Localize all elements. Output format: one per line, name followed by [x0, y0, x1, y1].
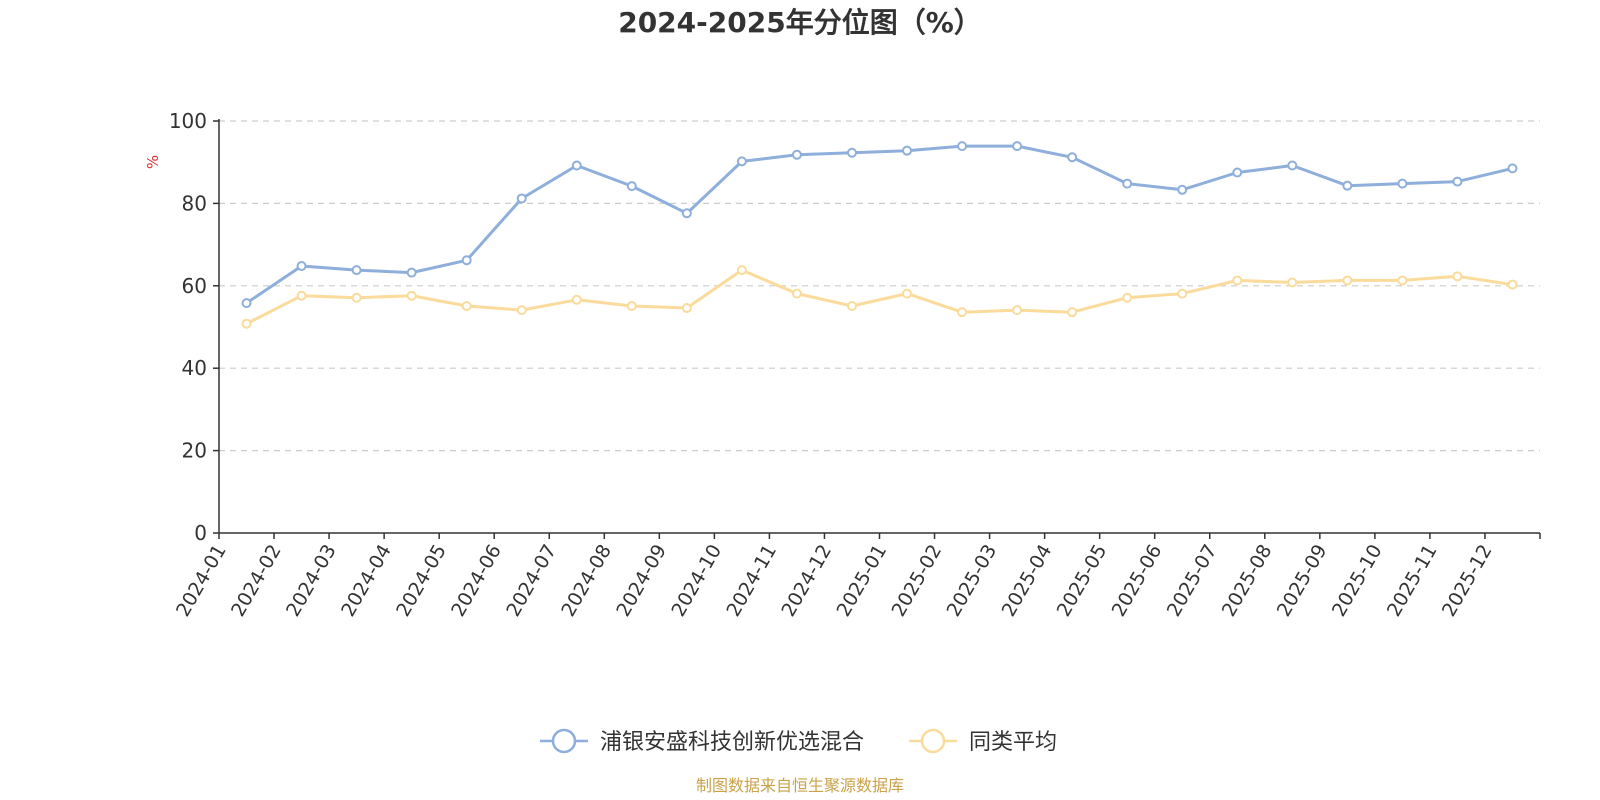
y-tick-label-0: 0: [194, 521, 207, 545]
data-point: [957, 307, 968, 318]
data-point: [1507, 163, 1518, 174]
legend: 浦银安盛科技创新优选混合 同类平均: [540, 728, 1057, 755]
x-tick-label: 2024-12: [777, 541, 836, 621]
data-point: [1287, 277, 1298, 288]
x-tick-label: 2025-10: [1328, 541, 1387, 621]
x-tick-label: 2024-02: [227, 541, 286, 621]
data-point: [296, 261, 307, 272]
legend-label: 浦银安盛科技创新优选混合: [600, 730, 864, 755]
data-point: [351, 292, 362, 303]
data-point: [1122, 292, 1133, 303]
x-tick-label: 2024-10: [667, 541, 726, 621]
series-line-2: [245, 268, 1513, 326]
data-point: [516, 193, 527, 204]
x-tick-label: 2024-06: [447, 541, 506, 621]
x-tick-label: 2024-08: [557, 541, 616, 621]
data-point: [1232, 275, 1243, 286]
x-tick-label: 2024-04: [337, 541, 396, 621]
x-tick-label: 2025-05: [1053, 541, 1112, 621]
y-axis-ticks: 0 20 40 60 80 100: [169, 109, 219, 545]
data-point: [736, 265, 747, 276]
x-tick-label: 2025-03: [943, 541, 1002, 621]
data-point: [1452, 271, 1463, 282]
series-lines: [241, 141, 1518, 329]
data-point: [516, 305, 527, 316]
series-2: [241, 265, 1518, 329]
data-point: [1397, 178, 1408, 189]
data-point: [626, 300, 637, 311]
chart-title: 2024-2025年分位图（%）: [618, 6, 982, 39]
data-point: [791, 288, 802, 299]
data-point: [1012, 141, 1023, 152]
data-point: [461, 300, 472, 311]
data-point: [1342, 180, 1353, 191]
data-point: [571, 294, 582, 305]
data-point: [1507, 279, 1518, 290]
data-point: [406, 290, 417, 301]
legend-item-2: 同类平均: [909, 728, 1057, 755]
data-point: [351, 265, 362, 276]
y-tick-label-80: 80: [182, 191, 207, 215]
data-point: [902, 288, 913, 299]
x-tick-label: 2024-01: [172, 541, 231, 621]
x-tick-label: 2024-07: [502, 541, 561, 621]
x-tick-label: 2025-09: [1273, 541, 1332, 621]
data-point: [1012, 305, 1023, 316]
y-axis-unit-label: %: [144, 155, 162, 169]
data-point: [1342, 275, 1353, 286]
series-line-1: [245, 144, 1513, 305]
data-point: [241, 298, 252, 309]
data-point: [1177, 288, 1188, 299]
series-1: [241, 141, 1518, 309]
data-point: [1177, 184, 1188, 195]
x-tick-label: 2025-11: [1383, 541, 1442, 621]
data-point: [902, 145, 913, 156]
legend-label: 同类平均: [969, 730, 1057, 755]
data-point: [846, 300, 857, 311]
data-point: [846, 147, 857, 158]
x-tick-label: 2024-11: [722, 541, 781, 621]
data-point: [791, 149, 802, 160]
x-tick-label: 2025-12: [1438, 541, 1497, 621]
data-point: [461, 255, 472, 266]
data-point: [296, 290, 307, 301]
legend-circle-icon: [551, 728, 577, 754]
data-point: [1232, 167, 1243, 178]
data-point: [1067, 152, 1078, 163]
x-tick-label: 2025-02: [888, 541, 947, 621]
data-point: [1397, 275, 1408, 286]
x-axis-ticks: 2024-012024-022024-032024-042024-052024-…: [172, 533, 1541, 621]
x-tick-label: 2025-01: [832, 541, 891, 621]
x-tick-label: 2025-08: [1218, 541, 1277, 621]
data-point: [1452, 176, 1463, 187]
y-tick-label-40: 40: [182, 356, 207, 380]
x-tick-label: 2025-07: [1163, 541, 1222, 621]
y-tick-label-100: 100: [169, 109, 207, 133]
data-point: [1122, 178, 1133, 189]
data-point: [681, 208, 692, 219]
gridlines: [219, 120, 1540, 452]
legend-circle-icon: [920, 728, 946, 754]
x-tick-label: 2024-05: [392, 541, 451, 621]
x-tick-label: 2024-09: [612, 541, 671, 621]
legend-item-1: 浦银安盛科技创新优选混合: [540, 728, 864, 755]
data-point: [1287, 160, 1298, 171]
data-point: [681, 303, 692, 314]
data-point: [736, 156, 747, 167]
source-note: 制图数据来自恒生聚源数据库: [696, 776, 904, 795]
x-tick-label: 2025-06: [1108, 541, 1167, 621]
axes: [218, 119, 1540, 534]
data-point: [957, 141, 968, 152]
data-point: [1067, 307, 1078, 318]
y-tick-label-20: 20: [182, 439, 207, 463]
x-tick-label: 2025-04: [998, 541, 1057, 621]
x-tick-label: 2024-03: [282, 541, 341, 621]
data-point: [241, 318, 252, 329]
data-point: [571, 160, 582, 171]
data-point: [406, 267, 417, 278]
data-point: [626, 181, 637, 192]
y-tick-label-60: 60: [182, 274, 207, 298]
